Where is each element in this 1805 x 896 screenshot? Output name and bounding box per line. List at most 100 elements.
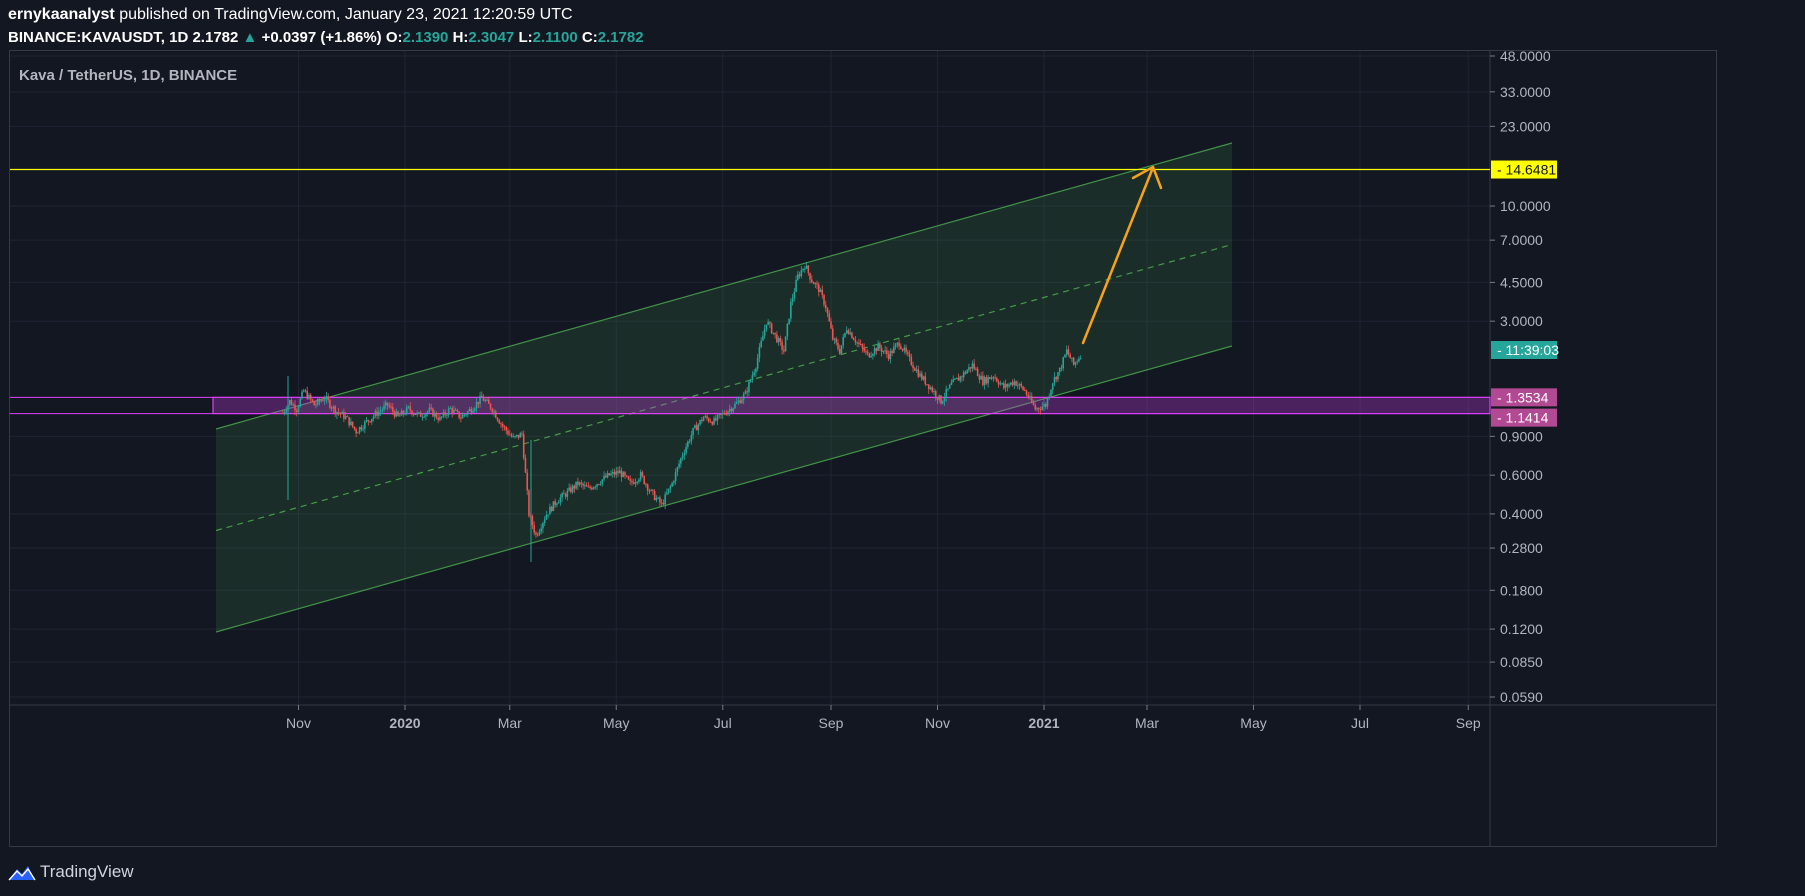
candle-body bbox=[592, 487, 595, 490]
candle-body bbox=[845, 330, 848, 333]
candle-body bbox=[702, 417, 705, 422]
candle-body bbox=[1050, 389, 1052, 397]
candle-body bbox=[744, 391, 747, 395]
candle-body bbox=[903, 347, 906, 351]
time-tick-label: Sep bbox=[819, 715, 844, 731]
candle-body bbox=[367, 419, 370, 422]
candle-body bbox=[528, 490, 530, 517]
candle-body bbox=[728, 408, 731, 412]
candle-body bbox=[861, 344, 864, 348]
candle-body bbox=[421, 416, 424, 418]
candle-body bbox=[1055, 376, 1058, 380]
candle-body bbox=[817, 284, 820, 293]
candle-body bbox=[983, 377, 986, 386]
candle-body bbox=[330, 407, 333, 409]
support-zone bbox=[212, 396, 1491, 415]
candle-body bbox=[418, 412, 420, 414]
candle-body bbox=[755, 368, 757, 373]
candle-body bbox=[402, 410, 405, 414]
candle-body bbox=[624, 472, 626, 476]
candle-body bbox=[830, 321, 832, 329]
price-tick-label: 0.9000 bbox=[1500, 428, 1543, 444]
candle-body bbox=[604, 475, 607, 478]
candle-body bbox=[643, 476, 645, 484]
candle-body bbox=[713, 418, 715, 425]
candle-body bbox=[1079, 358, 1082, 360]
price-tick-label: 33.0000 bbox=[1500, 84, 1551, 100]
candle-body bbox=[425, 413, 427, 417]
candle-body bbox=[943, 397, 946, 402]
tradingview-brand[interactable]: TradingView bbox=[8, 862, 134, 882]
candle-body bbox=[749, 379, 752, 382]
candle-body bbox=[428, 407, 431, 412]
candle-body bbox=[496, 417, 499, 421]
candle-body bbox=[753, 372, 755, 376]
candle-body bbox=[432, 408, 434, 417]
candle-body bbox=[786, 324, 789, 337]
candle-body bbox=[900, 346, 902, 350]
candle-body bbox=[582, 483, 584, 486]
candle-body bbox=[561, 493, 563, 498]
candle-body bbox=[798, 274, 801, 277]
candle-body bbox=[486, 399, 488, 401]
candle-body bbox=[554, 501, 556, 505]
candle-body bbox=[697, 424, 700, 431]
candle-body bbox=[493, 411, 495, 413]
candle-body bbox=[439, 416, 441, 421]
candle-body bbox=[641, 472, 644, 477]
candle-body bbox=[955, 377, 958, 379]
candle-body bbox=[549, 506, 551, 515]
candle-body bbox=[805, 265, 808, 269]
candle-body bbox=[325, 396, 328, 400]
zone-top-tag-bg bbox=[1491, 388, 1557, 407]
candle-body bbox=[446, 415, 448, 417]
candle-body bbox=[337, 412, 340, 414]
candle-body bbox=[1039, 409, 1042, 411]
candle-body bbox=[849, 332, 852, 335]
candle-body bbox=[334, 406, 336, 415]
candle-body bbox=[868, 353, 871, 358]
chart-area[interactable] bbox=[9, 50, 1717, 847]
candle-body bbox=[997, 381, 1000, 385]
price-tick-label: 0.6000 bbox=[1500, 467, 1543, 483]
candle-body bbox=[423, 416, 426, 418]
open-label: O: bbox=[385, 29, 403, 46]
candle-body bbox=[343, 411, 345, 419]
candle-body bbox=[969, 367, 972, 369]
candle-body bbox=[680, 458, 682, 464]
candle-body bbox=[982, 375, 984, 386]
candle-body bbox=[976, 368, 979, 377]
candle-body bbox=[540, 528, 542, 532]
price-tick-label: 0.0850 bbox=[1500, 654, 1543, 670]
symbol-title: Kava / TetherUS, 1D, BINANCE bbox=[19, 67, 238, 84]
candle-body bbox=[505, 427, 508, 431]
candle-body bbox=[449, 408, 452, 410]
candle-body bbox=[999, 383, 1002, 385]
candle-body bbox=[919, 373, 921, 377]
candle-body bbox=[538, 531, 541, 535]
candle-body bbox=[1071, 357, 1073, 359]
candle-body bbox=[833, 338, 836, 340]
candle-body bbox=[1058, 367, 1061, 373]
candle-body bbox=[285, 410, 288, 412]
candle-body bbox=[357, 432, 359, 434]
candle-body bbox=[746, 391, 748, 393]
candle-body bbox=[575, 481, 577, 489]
author-name[interactable]: ernykaanalyst bbox=[8, 6, 115, 23]
candle-body bbox=[350, 421, 352, 426]
candle-body bbox=[288, 399, 291, 405]
candle-body bbox=[978, 376, 981, 380]
candle-body bbox=[639, 472, 642, 480]
projection-arrowhead bbox=[1131, 165, 1163, 190]
candle-body bbox=[721, 413, 724, 415]
candle-body bbox=[980, 375, 982, 380]
candle-body bbox=[872, 354, 874, 356]
candle-body bbox=[727, 411, 729, 415]
countdown-tag: - 11:39:03 bbox=[1491, 341, 1559, 359]
candle-body bbox=[453, 409, 455, 414]
target-price-tag-bg bbox=[1491, 160, 1557, 179]
candle-body bbox=[299, 398, 302, 407]
candle-body bbox=[699, 419, 701, 425]
symbol-label: BINANCE:KAVAUSDT, 1D bbox=[8, 29, 189, 46]
